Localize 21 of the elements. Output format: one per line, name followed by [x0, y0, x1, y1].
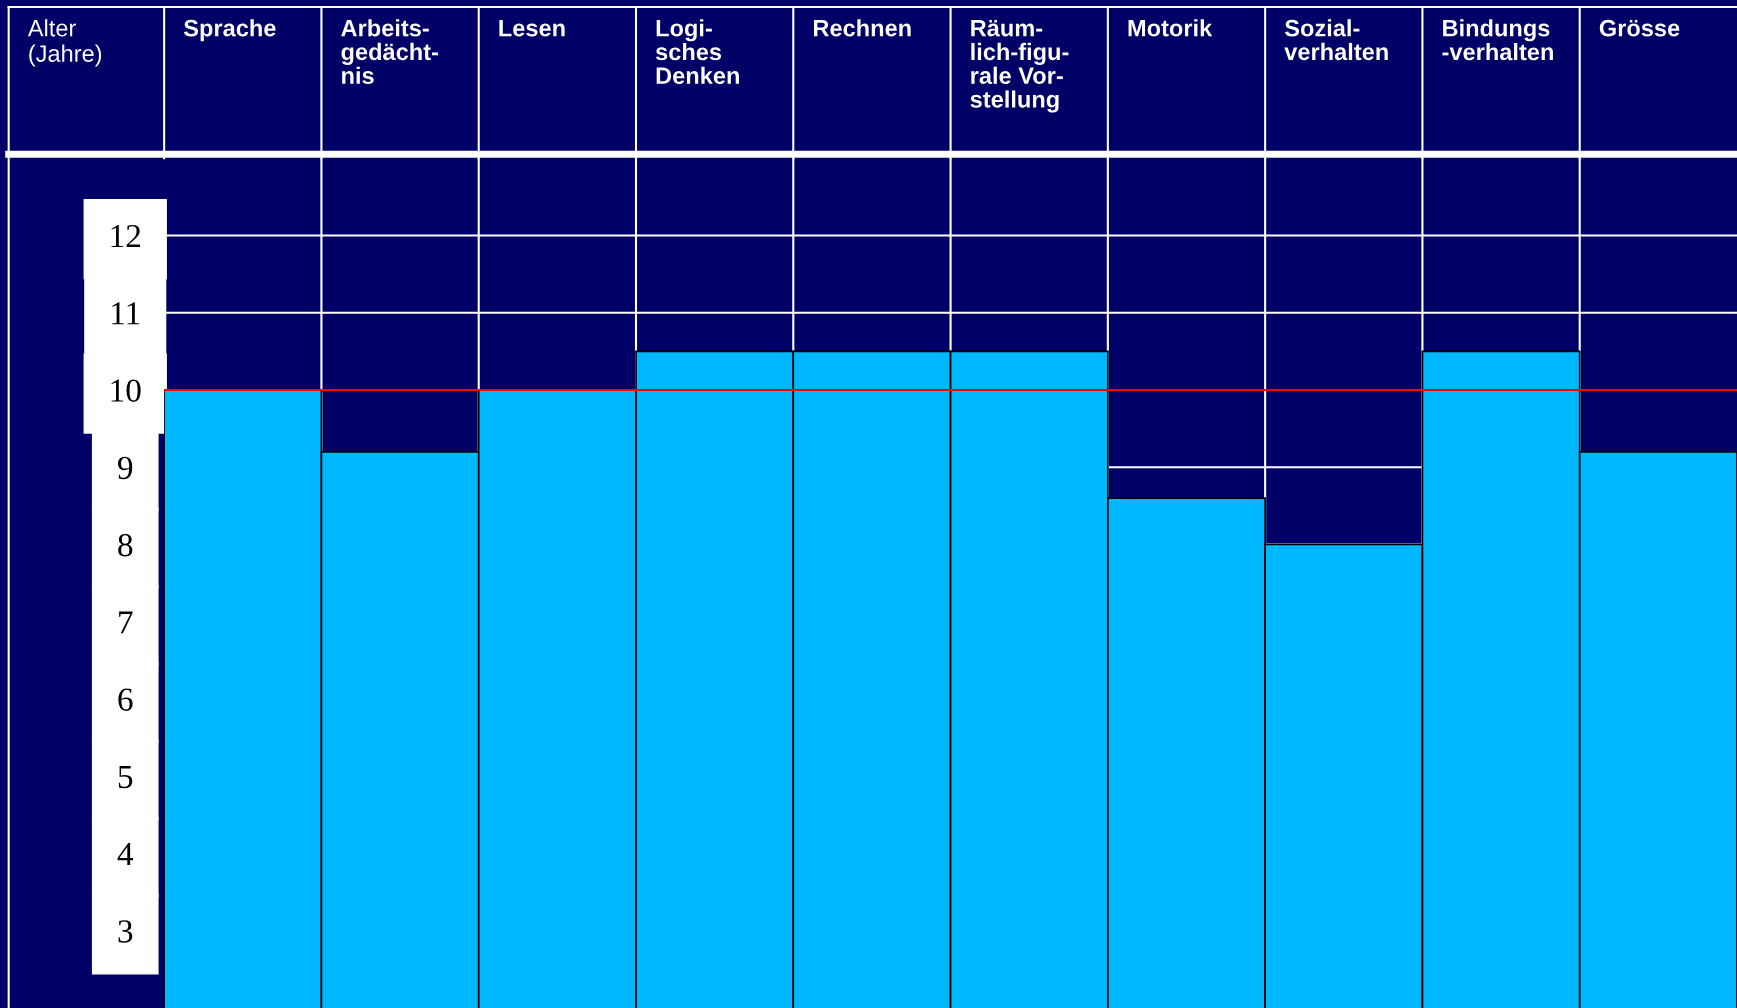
y-tick-label: 6 — [118, 688, 133, 711]
y-tick-label: 8 — [118, 533, 133, 557]
x-tick-label: Bindungs -verhalten — [1442, 19, 1553, 61]
y-tick-label: 11 — [112, 302, 140, 325]
y-tick-label: 4 — [117, 843, 134, 866]
x-tick-label: Logi- sches Denken — [655, 19, 739, 85]
x-tick-label: Grösse — [1599, 19, 1680, 37]
y-tick-label: 7 — [119, 611, 133, 634]
x-tick-label: Motorik — [1128, 19, 1213, 37]
x-tick-label: Räum- lich-figu- rale Vor- stellung — [970, 19, 1069, 113]
y-tick-label: 9 — [118, 456, 133, 480]
x-tick-label: Sozial- verhalten — [1284, 19, 1388, 61]
x-tick-label: Arbeits- gedächt- nis — [341, 19, 438, 85]
y-tick-label: 12 — [111, 225, 141, 248]
y-tick-label: 3 — [118, 920, 133, 943]
x-tick-label: Rechnen — [813, 19, 911, 37]
x-tick-label: Lesen — [499, 20, 565, 37]
y-tick-label: 10 — [111, 379, 141, 402]
y-axis-title: Alter (Jahre) — [27, 19, 102, 67]
x-tick-label: Sprache — [183, 19, 276, 42]
y-tick-label: 5 — [118, 765, 133, 789]
